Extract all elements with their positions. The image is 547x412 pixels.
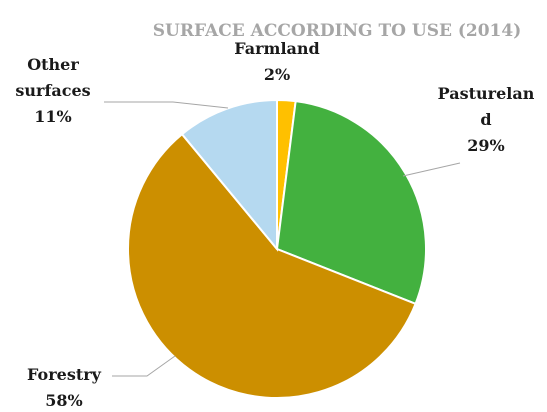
pie-slices — [127, 98, 427, 399]
chart-title: SURFACE ACCORDING TO USE (2014) — [153, 21, 522, 41]
data-label-pastureland: Pasturelan d 29% — [438, 84, 535, 155]
leader-line-forestry — [112, 355, 176, 377]
data-label-line: Other — [27, 55, 79, 74]
pie-slice-forestry — [127, 132, 417, 399]
data-label-line: 2% — [264, 65, 290, 84]
data-label-line: 58% — [45, 391, 82, 410]
pie-slice-other-surfaces — [180, 98, 278, 252]
data-label-line: Forestry — [27, 365, 102, 384]
leader-line-other-surfaces — [104, 101, 229, 109]
data-label-line: Farmland — [234, 39, 319, 58]
data-label-other-surfaces: Other surfaces 11% — [15, 55, 90, 126]
data-label-forestry: Forestry 58% — [27, 365, 102, 410]
pie-slice-pastureland — [275, 100, 427, 306]
data-label-line: 29% — [467, 136, 504, 155]
slice-labels: Farmland 2% Pasturelan d 29% Forestry 58% Other… — [15, 39, 534, 410]
data-label-line: surfaces — [15, 81, 90, 100]
leader-lines — [104, 101, 461, 377]
data-label-line: 11% — [34, 107, 71, 126]
data-label-line: Pasturelan — [438, 84, 535, 103]
data-label-line: d — [480, 110, 491, 129]
leader-line-pastureland — [402, 162, 461, 177]
data-label-farmland: Farmland 2% — [234, 39, 319, 84]
